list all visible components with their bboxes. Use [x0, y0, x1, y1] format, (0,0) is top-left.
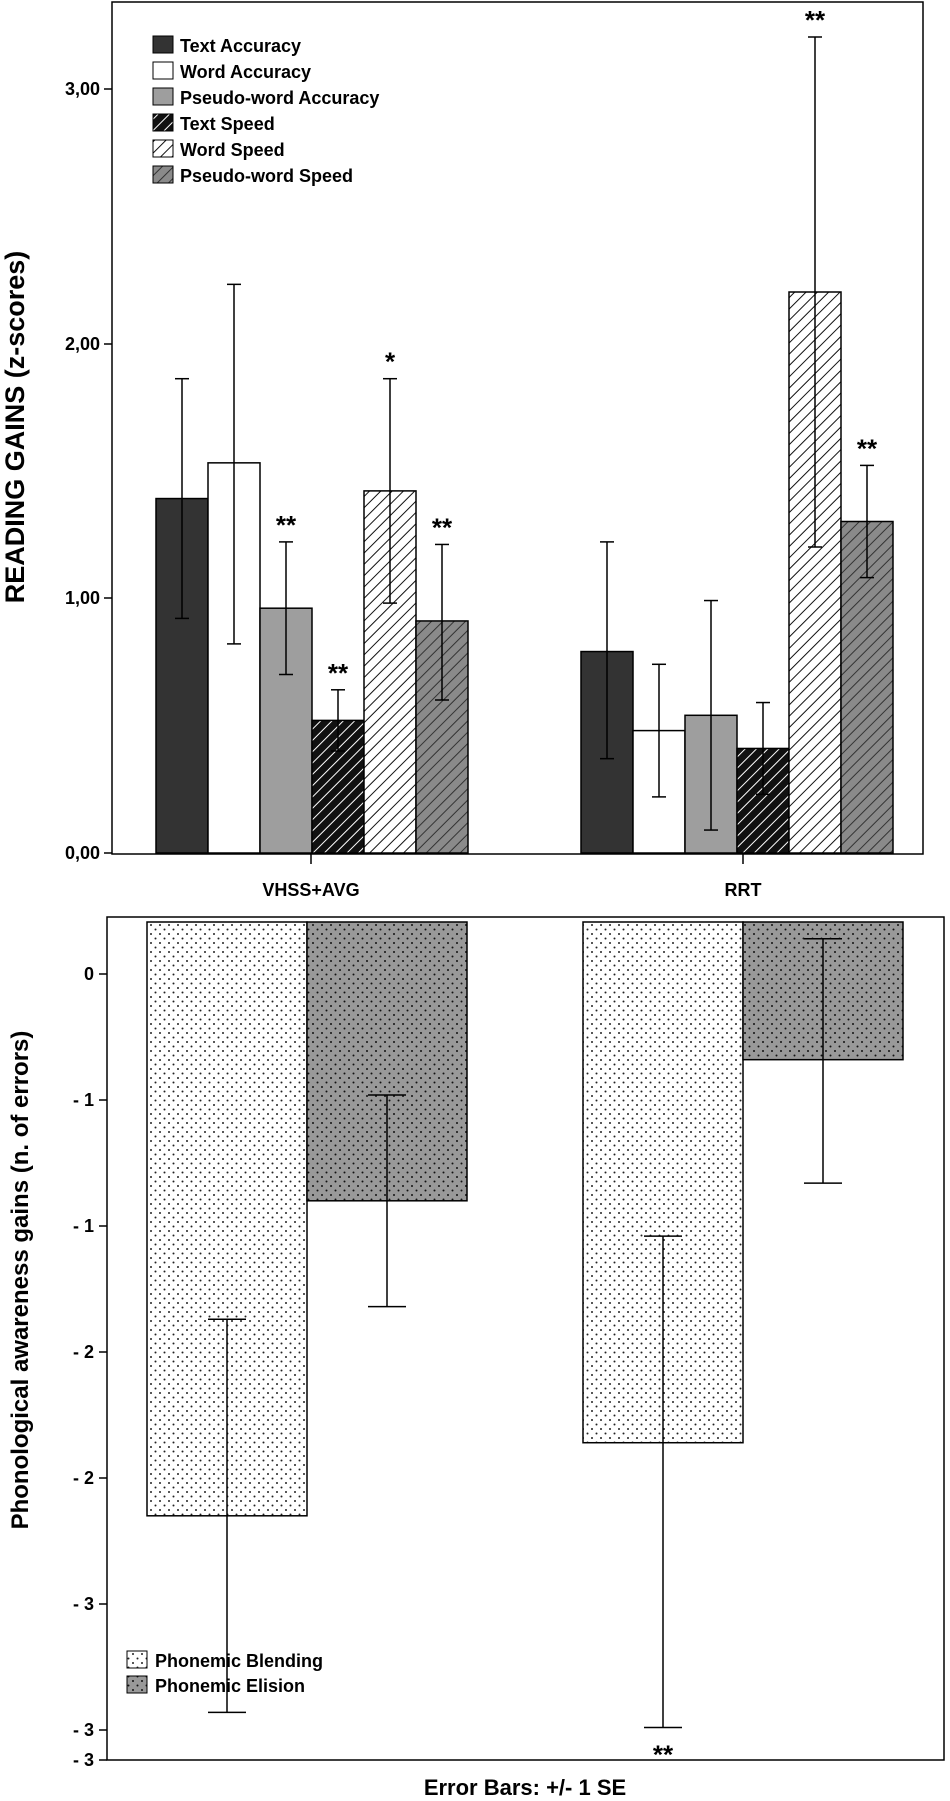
- reading-legend-item: Text Accuracy: [152, 35, 301, 56]
- reading-y-tick-label: 0,00: [65, 843, 100, 863]
- phonological-y-tick-label: - 1: [73, 1090, 94, 1110]
- legend-swatch-text-accuracy: [152, 35, 174, 54]
- phonological-plot-frame: [106, 916, 945, 1761]
- significance-marker: **: [432, 512, 453, 542]
- phonological-legend-item: Phonemic Blending: [126, 1650, 323, 1671]
- reading-y-axis-label: READING GAINS (z-scores): [0, 251, 30, 604]
- legend-label-phonemic-blending: Phonemic Blending: [155, 1651, 323, 1671]
- significance-marker: **: [653, 1739, 674, 1769]
- reading-bars: ***********: [155, 5, 894, 854]
- phonological-legend-item: Phonemic Elision: [126, 1675, 305, 1696]
- phonological-gains-chart: ** 0 - 1 - 1 - 2 - 2 - 3 - 3 - 3 Phonolo…: [7, 916, 945, 1800]
- legend-label-word-speed: Word Speed: [180, 140, 285, 160]
- legend-swatch-word-speed: [152, 139, 174, 158]
- phonological-y-tick-label: - 2: [73, 1468, 94, 1488]
- reading-legend-item: Pseudo-word Accuracy: [152, 87, 379, 108]
- significance-marker: **: [805, 5, 826, 35]
- significance-marker: **: [857, 433, 878, 463]
- phonological-y-tick-label: 0: [84, 964, 94, 984]
- legend-label-word-accuracy: Word Accuracy: [180, 62, 311, 82]
- significance-marker: **: [328, 658, 349, 688]
- legend-label-text-accuracy: Text Accuracy: [180, 36, 301, 56]
- phonological-y-tick-label: - 1: [73, 1216, 94, 1236]
- reading-legend-item: Word Speed: [152, 139, 285, 160]
- reading-legend: Text Accuracy Word Accuracy Pseudo-word …: [152, 35, 379, 186]
- reading-plot-frame: [111, 1, 924, 855]
- reading-legend-item: Word Accuracy: [152, 61, 311, 82]
- significance-marker: *: [385, 347, 396, 377]
- error-bars-caption: Error Bars: +/- 1 SE: [424, 1775, 626, 1800]
- legend-label-phonemic-elision: Phonemic Elision: [155, 1676, 305, 1696]
- legend-swatch-word-accuracy: [152, 61, 174, 80]
- reading-x-axis: VHSS+AVG RRT: [262, 854, 762, 900]
- legend-swatch-text-speed: [152, 113, 174, 132]
- bar-pseudo-word-accuracy-vhss-avg: [259, 607, 313, 854]
- legend-swatch-pseudo-word-speed: [152, 165, 174, 184]
- phonological-y-axis-label: Phonological awareness gains (n. of erro…: [7, 1031, 34, 1530]
- reading-y-tick-label: 2,00: [65, 334, 100, 354]
- phonological-y-tick-label: - 3: [73, 1594, 94, 1614]
- phonological-bars: **: [146, 921, 904, 1769]
- significance-marker: **: [276, 510, 297, 540]
- reading-y-tick-label: 1,00: [65, 588, 100, 608]
- legend-label-pseudo-word-accuracy: Pseudo-word Accuracy: [180, 88, 379, 108]
- phonological-y-tick-label: - 3: [73, 1750, 94, 1770]
- reading-legend-item: Pseudo-word Speed: [152, 165, 353, 186]
- phonological-y-tick-label: - 3: [73, 1720, 94, 1740]
- reading-x-category-label: RRT: [725, 880, 762, 900]
- phonological-y-tick-label: - 2: [73, 1342, 94, 1362]
- legend-label-text-speed: Text Speed: [180, 114, 275, 134]
- phonological-legend: Phonemic Blending Phonemic Elision: [126, 1650, 323, 1696]
- reading-y-tick-label: 3,00: [65, 79, 100, 99]
- legend-swatch-phonemic-blending: [126, 1650, 148, 1669]
- reading-x-category-label: VHSS+AVG: [262, 880, 359, 900]
- reading-y-axis: 0,00 1,00 2,00 3,00: [65, 79, 112, 863]
- phonological-y-axis: 0 - 1 - 1 - 2 - 2 - 3 - 3 - 3: [73, 964, 107, 1770]
- legend-label-pseudo-word-speed: Pseudo-word Speed: [180, 166, 353, 186]
- reading-gains-chart: 0,00 1,00 2,00 3,00 READING GAINS (z-sco…: [0, 1, 924, 900]
- reading-legend-item: Text Speed: [152, 113, 275, 134]
- legend-swatch-phonemic-elision: [126, 1675, 148, 1694]
- legend-swatch-pseudo-word-accuracy: [152, 87, 174, 106]
